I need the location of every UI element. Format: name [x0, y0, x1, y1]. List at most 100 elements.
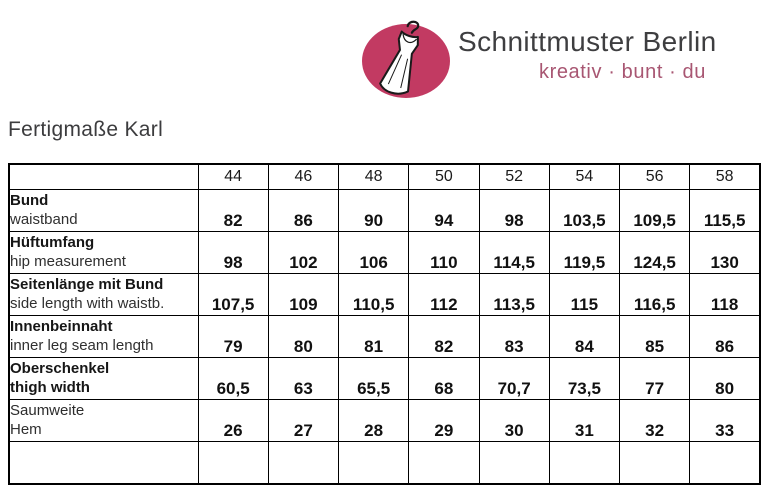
- measure-value: [197, 440, 269, 485]
- measure-value: [478, 440, 550, 485]
- measure-label-cell: Innenbeinnaht inner leg seam length: [8, 314, 199, 358]
- measure-value: 90: [337, 188, 410, 232]
- measure-value: 98: [197, 230, 269, 274]
- measure-value: [267, 440, 340, 485]
- page-title: Fertigmaße Karl: [8, 118, 164, 141]
- measure-value: 115,5: [689, 188, 761, 232]
- size-table: 44 46 48 50 52 54 56 58 Bund waistband 82 86 90 94 98…: [8, 163, 761, 485]
- brand-logo: [362, 14, 450, 102]
- measure-value: 94: [408, 188, 480, 232]
- measure-label-en: hip measurement: [10, 253, 126, 270]
- size-column-header: 44: [197, 163, 269, 190]
- measure-value: 119,5: [548, 230, 621, 274]
- measure-value: [337, 440, 410, 485]
- dress-on-hanger-icon: [362, 20, 450, 98]
- measure-value: [689, 440, 761, 485]
- measure-value: 109,5: [618, 188, 691, 232]
- measure-label-en: Hem: [10, 421, 42, 438]
- measure-value: 106: [337, 230, 410, 274]
- measure-value: 84: [548, 314, 621, 358]
- measure-value: 26: [197, 398, 269, 442]
- measure-value: 70,7: [478, 356, 550, 400]
- measure-value: 29: [408, 398, 480, 442]
- measurement-row: Innenbeinnaht inner leg seam length 79 80 81…: [8, 314, 761, 358]
- measurement-row: Oberschenkel thigh width 60,5 63 65,5 68 70,7 7…: [8, 356, 761, 400]
- measure-value: 85: [618, 314, 691, 358]
- measure-label-de: Saumweite: [10, 402, 85, 419]
- brand-name: Schnittmuster Berlin: [458, 26, 717, 57]
- measure-value: 112: [408, 272, 480, 316]
- measure-value: 80: [689, 356, 761, 400]
- measure-value: 124,5: [618, 230, 691, 274]
- measure-label-cell: Bund waistband: [8, 188, 199, 232]
- measure-value: 116,5: [618, 272, 691, 316]
- size-column-header: 50: [408, 163, 480, 190]
- measure-value: 60,5: [197, 356, 269, 400]
- measure-label-en: inner leg seam length: [10, 337, 154, 354]
- size-column-header: 54: [548, 163, 621, 190]
- measure-value: 86: [689, 314, 761, 358]
- measure-value: 114,5: [478, 230, 550, 274]
- measurement-row: Hüftumfang hip measurement 98 102 106 110 114,…: [8, 230, 761, 274]
- measure-value: 102: [267, 230, 340, 274]
- measure-value: 103,5: [548, 188, 621, 232]
- measure-value: 32: [618, 398, 691, 442]
- measure-value: 80: [267, 314, 340, 358]
- size-column-header: 52: [478, 163, 550, 190]
- measure-value: 33: [689, 398, 761, 442]
- measure-value: 82: [408, 314, 480, 358]
- measure-label-en: waistband: [10, 211, 78, 228]
- measure-label-cell: Oberschenkel thigh width: [8, 356, 199, 400]
- measure-value: 30: [478, 398, 550, 442]
- size-column-header: 58: [689, 163, 761, 190]
- measure-value: 115: [548, 272, 621, 316]
- measure-value: 73,5: [548, 356, 621, 400]
- measure-value: 65,5: [337, 356, 410, 400]
- measure-label-cell: Seitenlänge mit Bund side length with wai…: [8, 272, 199, 316]
- measure-value: 63: [267, 356, 340, 400]
- measure-value: 82: [197, 188, 269, 232]
- measure-value: 130: [689, 230, 761, 274]
- measure-value: 68: [408, 356, 480, 400]
- measure-label-de: Bund: [10, 192, 49, 209]
- measure-value: 113,5: [478, 272, 550, 316]
- measure-value: 109: [267, 272, 340, 316]
- brand-tagline: kreativ · bunt · du: [538, 61, 706, 83]
- measure-label-de: Seitenlänge mit Bund: [10, 276, 164, 293]
- measurement-row: Saumweite Hem 26 27 28 29 30 31 32 33: [8, 398, 761, 442]
- measurement-row: Bund waistband 82 86 90 94 98 103,5 109,5 115,5: [8, 188, 761, 232]
- measure-label-de: Oberschenkel: [10, 360, 110, 377]
- measure-value: 28: [337, 398, 410, 442]
- measure-value: 110: [408, 230, 480, 274]
- measure-value: 110,5: [337, 272, 410, 316]
- measure-value: [618, 440, 691, 485]
- measurement-row: Seitenlänge mit Bund side length with wai…: [8, 272, 761, 316]
- measure-value: 77: [618, 356, 691, 400]
- measure-value: 86: [267, 188, 340, 232]
- size-header-row: 44 46 48 50 52 54 56 58: [8, 163, 761, 190]
- size-column-header: 46: [267, 163, 340, 190]
- measure-value: 98: [478, 188, 550, 232]
- measure-label-cell: Hüftumfang hip measurement: [8, 230, 199, 274]
- measure-value: 81: [337, 314, 410, 358]
- empty-row: [8, 440, 761, 485]
- measure-label-de: Hüftumfang: [10, 234, 95, 251]
- measure-value: 107,5: [197, 272, 269, 316]
- measure-value: 118: [689, 272, 761, 316]
- size-column-header: 48: [337, 163, 410, 190]
- brand-block: Schnittmuster Berlin kreativ · bunt · du: [458, 26, 717, 84]
- size-column-header: 56: [618, 163, 691, 190]
- measure-value: 27: [267, 398, 340, 442]
- measure-label-cell: [8, 440, 199, 485]
- measure-label-cell: Saumweite Hem: [8, 398, 199, 442]
- measure-label-en: thigh width: [10, 379, 90, 396]
- measure-value: 79: [197, 314, 269, 358]
- corner-cell: [8, 163, 199, 190]
- measure-value: [408, 440, 480, 485]
- measure-label-de: Innenbeinnaht: [10, 318, 113, 335]
- measure-value: [548, 440, 621, 485]
- measure-label-en: side length with waistb.: [10, 295, 165, 312]
- measure-value: 31: [548, 398, 621, 442]
- measure-value: 83: [478, 314, 550, 358]
